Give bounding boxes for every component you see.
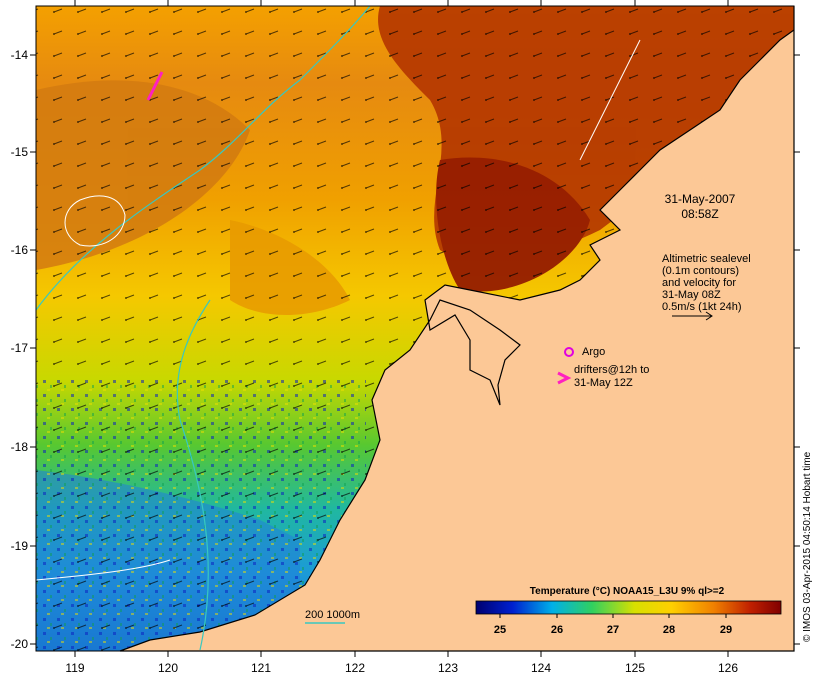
sealevel-contours [35, 39, 641, 581]
drifter-marker-icon [557, 371, 572, 385]
lat-label: -18 [11, 440, 29, 454]
lat-axis: -14 -15 -16 -17 -18 -19 -20 [11, 48, 800, 651]
lat-label: -14 [11, 48, 29, 62]
drifters-label-line: drifters@12h to [574, 364, 649, 376]
lon-label: 122 [345, 661, 365, 675]
lat-label: -20 [11, 637, 29, 651]
colorbar-tick: 29 [720, 624, 732, 636]
colorbar-tick: 27 [607, 624, 619, 636]
altimetry-note-line: 31-May 08Z [662, 289, 721, 301]
lat-label: -16 [11, 243, 29, 257]
observation-date: 31-May-2007 [665, 192, 736, 206]
colorbar-tick: 25 [494, 624, 506, 636]
lat-label: -15 [11, 145, 29, 159]
lon-label: 126 [718, 661, 738, 675]
colorbar-gradient [475, 600, 782, 615]
colorbar: Temperature (°C) NOAA15_L3U 9% ql>=2 25 … [475, 586, 782, 636]
altimetry-note-line: (0.1m contours) [662, 265, 739, 277]
altimetry-note-line: 0.5m/s (1kt 24h) [662, 301, 741, 313]
lon-label: 120 [158, 661, 178, 675]
lon-label: 124 [531, 661, 551, 675]
lon-label: 123 [438, 661, 458, 675]
lat-label: -17 [11, 341, 29, 355]
depth-contours [35, 5, 371, 651]
argo-label: Argo [582, 346, 605, 358]
colorbar-title: Temperature (°C) NOAA15_L3U 9% ql>=2 [530, 586, 725, 597]
lon-label: 125 [625, 661, 645, 675]
altimetry-note-line: and velocity for [662, 277, 736, 289]
altimetry-legend: Altimetric sealevel (0.1m contours) and … [662, 253, 751, 321]
lat-label: -19 [11, 539, 29, 553]
altimetry-note-line: Altimetric sealevel [662, 253, 751, 265]
lon-label: 121 [251, 661, 271, 675]
drifters-label-line: 31-May 12Z [574, 377, 633, 389]
depth-legend-label: 200 1000m [305, 609, 360, 621]
drifter-track [146, 71, 164, 101]
map-frame [35, 5, 795, 652]
credit-text: © IMOS 03-Apr-2015 04:50:14 Hobart time [802, 451, 813, 642]
lon-label: 119 [65, 661, 84, 675]
colorbar-tick: 26 [551, 624, 563, 636]
lon-axis: 119 120 121 122 123 124 125 126 [65, 0, 738, 675]
observation-time: 08:58Z [681, 207, 718, 221]
argo-marker-icon [564, 347, 574, 357]
land [119, 6, 795, 652]
colorbar-tick: 28 [663, 624, 675, 636]
